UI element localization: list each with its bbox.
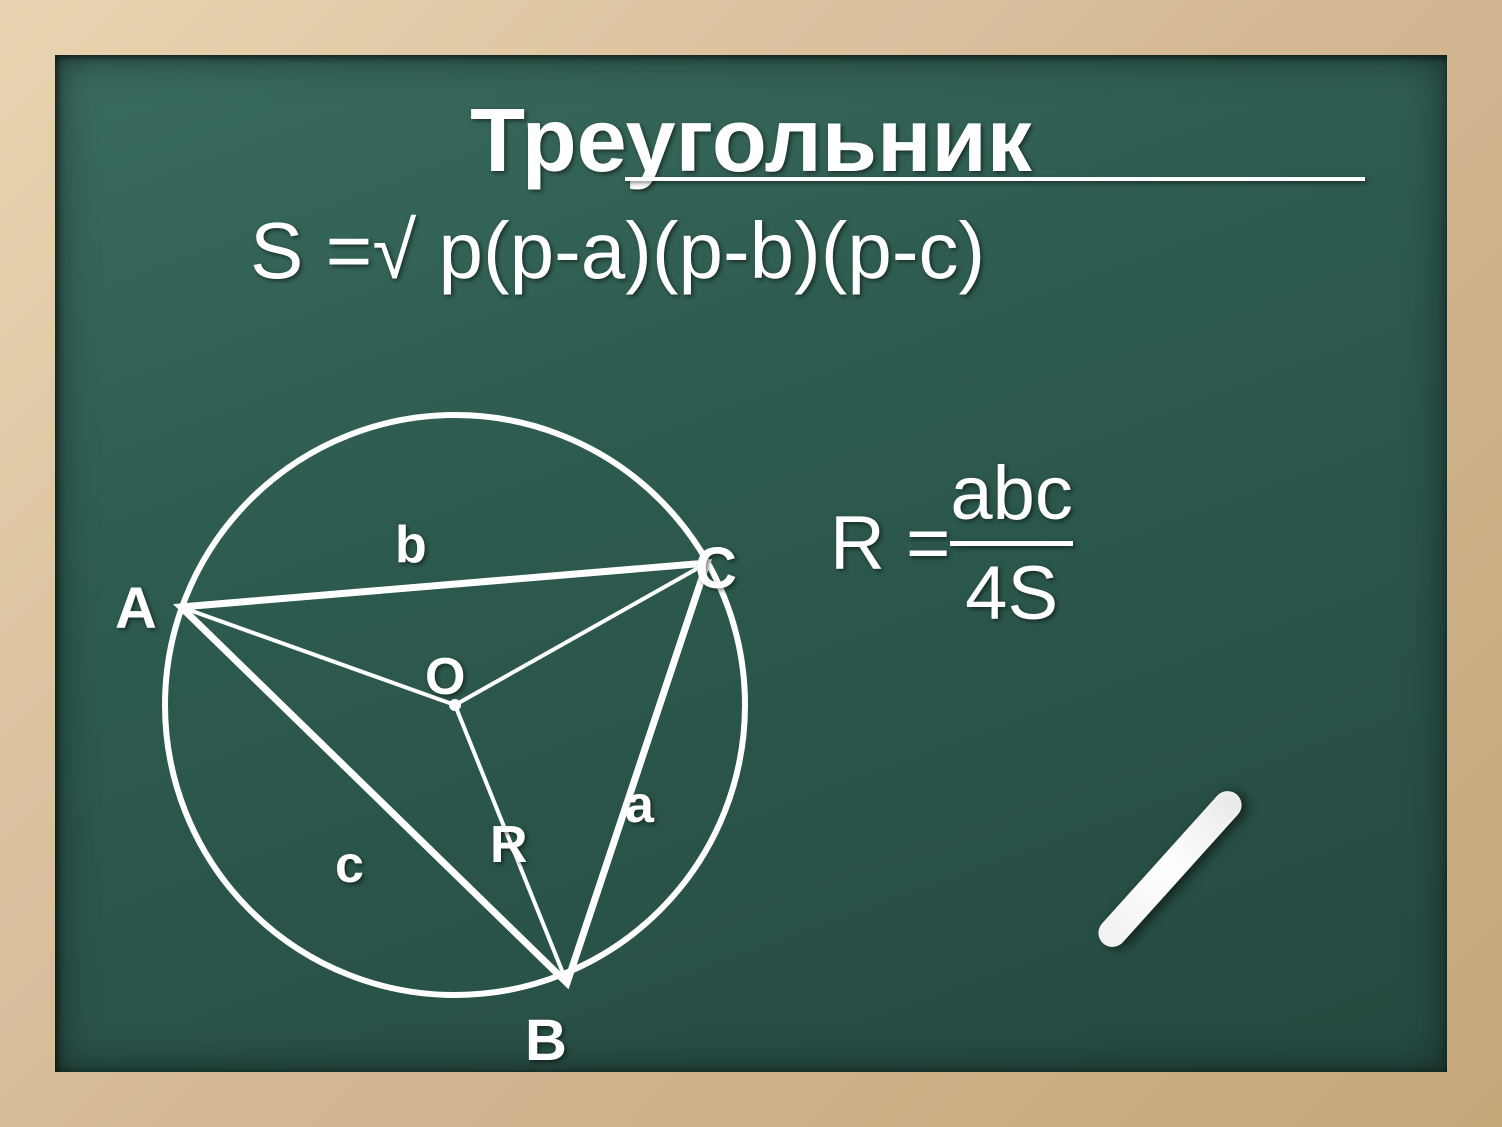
title-text: Треугольник xyxy=(470,91,1032,191)
radius-OA xyxy=(181,607,455,705)
radical-sign: √ xyxy=(372,205,416,297)
chalk-stick xyxy=(1093,785,1248,952)
heron-formula: S = √ p(p-a)(p-b)(p-c) xyxy=(250,205,985,297)
sqrt-vinculum xyxy=(625,177,1365,181)
denominator: 4S xyxy=(965,550,1058,637)
label-A: A xyxy=(115,575,157,642)
sqrt-expression: √ p(p-a)(p-b)(p-c) xyxy=(372,205,985,297)
label-O: O xyxy=(425,647,465,707)
label-radius-R: R xyxy=(490,815,528,875)
chalkboard-surface: Треугольник S = √ p(p-a)(p-b)(p-c) A B C… xyxy=(55,55,1447,1072)
label-side-c: c xyxy=(335,835,364,895)
label-C: C xyxy=(695,535,737,602)
label-side-b: b xyxy=(395,515,427,575)
label-B: B xyxy=(525,1007,567,1074)
numerator: abc xyxy=(950,450,1073,537)
fraction-bar xyxy=(950,541,1073,546)
heron-lhs: S = xyxy=(250,205,372,297)
radius-lhs: R = xyxy=(830,500,950,587)
label-side-a: a xyxy=(625,775,654,835)
circumradius-formula: R = abc 4S xyxy=(830,450,1073,637)
fraction: abc 4S xyxy=(950,450,1073,637)
radicand: p(p-a)(p-b)(p-c) xyxy=(438,206,985,295)
